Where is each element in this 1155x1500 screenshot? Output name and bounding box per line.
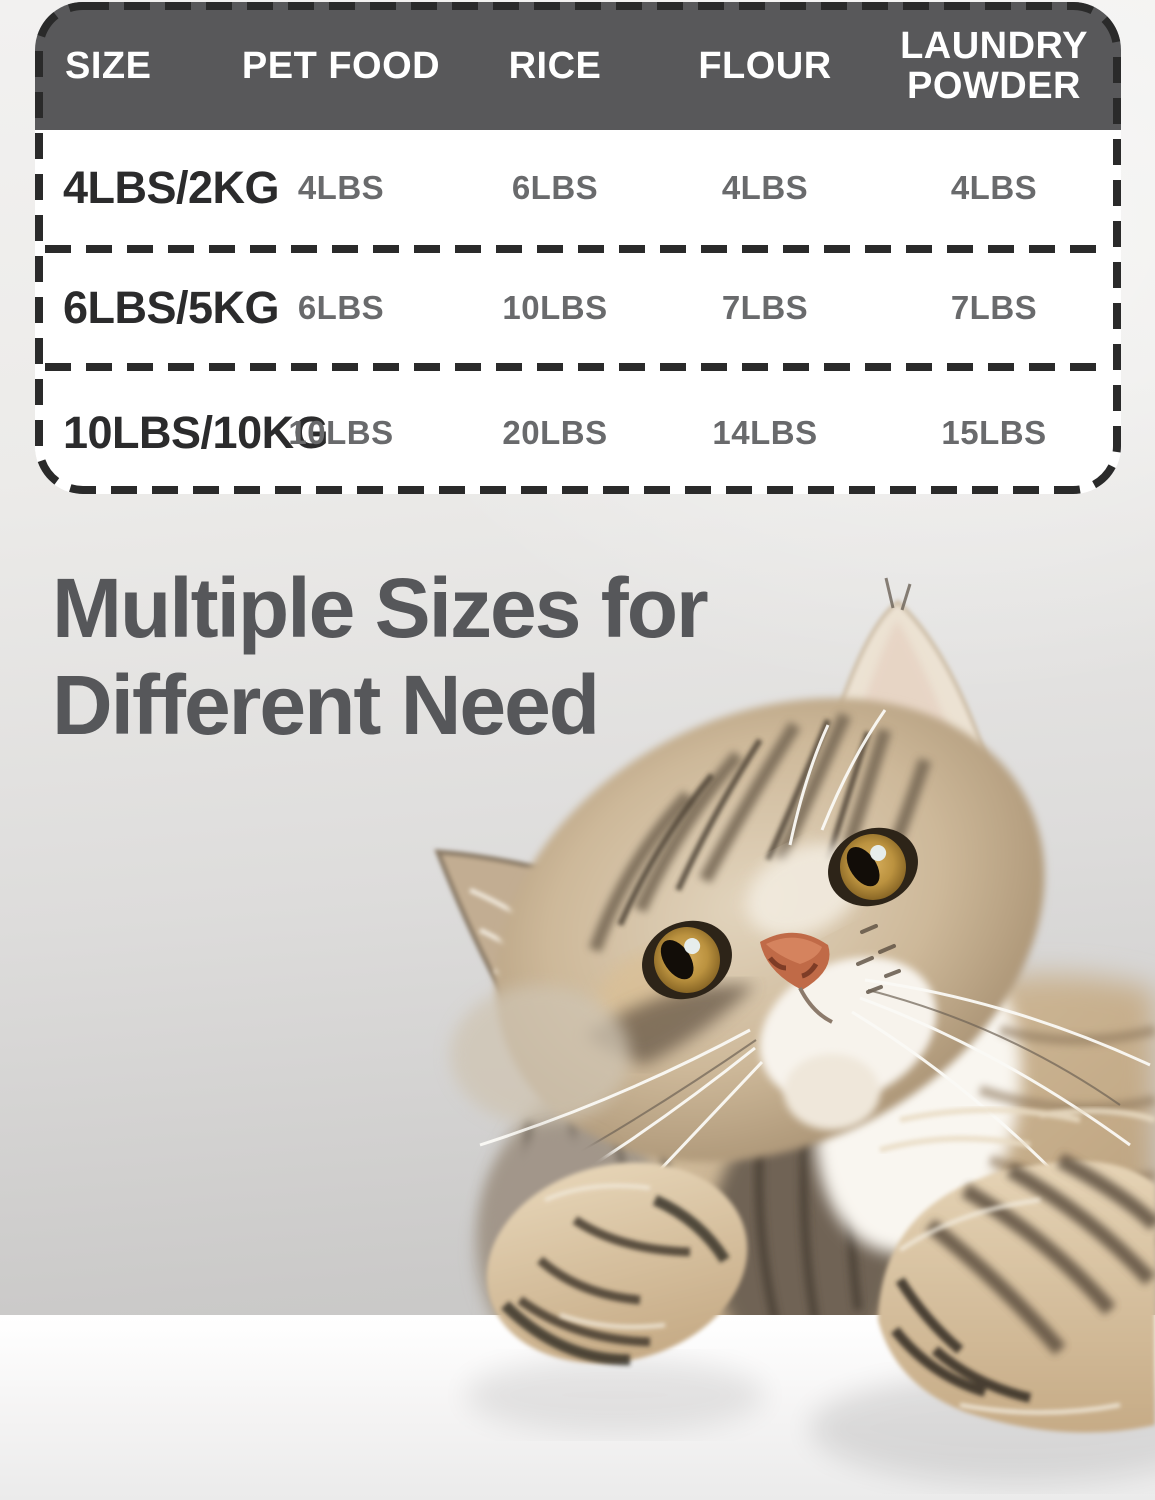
row-size-label: 6LBS/5KG: [63, 282, 280, 333]
header-size: SIZE: [65, 44, 152, 87]
cat-photo: [0, 577, 1155, 1500]
table-row: 6LBS/5KG 6LBS 10LBS 7LBS 7LBS: [35, 253, 1121, 363]
row-divider: [45, 363, 1111, 371]
header-pet-food: PET FOOD: [241, 44, 441, 87]
cell-rice: 10LBS: [502, 289, 608, 326]
cell-pet-food: 4LBS: [297, 168, 385, 206]
cell-pet-food: 6LBS: [297, 289, 385, 326]
header-laundry-powder: LAUNDRY POWDER: [900, 24, 1088, 107]
headline: Multiple Sizes for Different Need: [52, 560, 709, 755]
row-size-label: 10LBS/10KG: [63, 406, 329, 458]
row-divider: [45, 245, 1111, 253]
header-flour: FLOUR: [698, 44, 832, 87]
cell-laundry: 7LBS: [950, 289, 1038, 326]
row-size-label: 4LBS/2KG: [63, 161, 280, 213]
cell-flour: 14LBS: [712, 413, 818, 451]
cell-flour: 7LBS: [721, 289, 809, 326]
cell-flour: 4LBS: [721, 168, 809, 206]
cell-rice: 6LBS: [511, 168, 599, 206]
cell-pet-food: 10LBS: [288, 413, 394, 451]
table-header-row: SIZE PET FOOD RICE FLOUR LAUNDRY POWDER: [35, 2, 1121, 130]
cell-laundry: 4LBS: [950, 168, 1038, 206]
cell-laundry: 15LBS: [941, 413, 1047, 451]
headline-line-2: Different Need: [52, 658, 600, 753]
table-row: 4LBS/2KG 4LBS 6LBS 4LBS 4LBS: [35, 130, 1121, 245]
table-row: 10LBS/10KG 10LBS 20LBS 14LBS 15LBS: [35, 371, 1121, 494]
header-rice: RICE: [508, 44, 602, 87]
cell-rice: 20LBS: [502, 413, 608, 451]
headline-line-1: Multiple Sizes for: [52, 561, 709, 655]
size-comparison-table: SIZE PET FOOD RICE FLOUR LAUNDRY POWDER …: [35, 2, 1121, 494]
